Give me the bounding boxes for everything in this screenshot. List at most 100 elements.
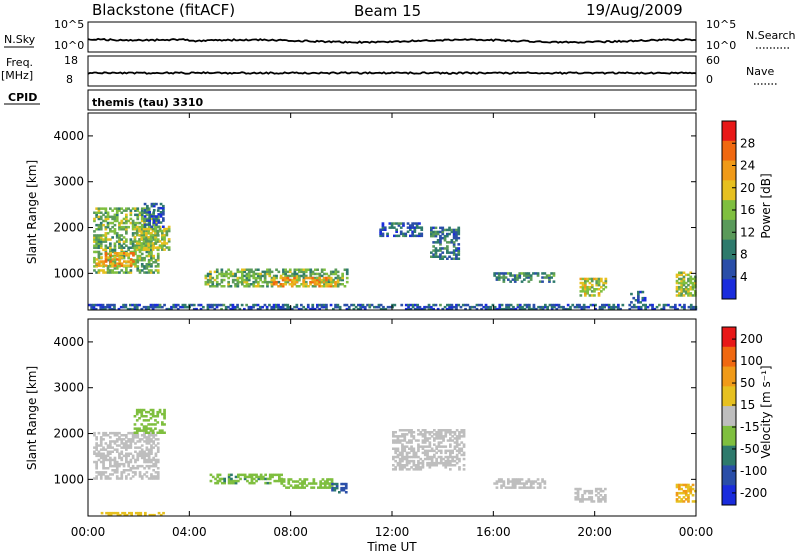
heatmap-cell	[145, 458, 149, 462]
heatmap-cell	[113, 471, 117, 474]
heatmap-cell	[682, 288, 686, 291]
heatmap-cell	[118, 454, 121, 458]
heatmap-cell	[612, 303, 616, 307]
heatmap-cell	[111, 473, 114, 476]
heatmap-cell	[97, 228, 101, 231]
heatmap-cell	[163, 242, 166, 245]
heatmap-cell	[390, 222, 394, 225]
heatmap-cell	[245, 303, 248, 307]
heatmap-cell	[148, 219, 151, 222]
heatmap-cell	[157, 219, 161, 222]
heatmap-cell	[511, 274, 515, 277]
heatmap-cell	[391, 305, 394, 309]
heatmap-cell	[101, 305, 105, 309]
heatmap-cell	[102, 260, 106, 263]
heatmap-cell	[241, 473, 245, 477]
heatmap-cell	[430, 228, 433, 232]
heatmap-cell	[252, 305, 255, 309]
heatmap-cell	[259, 278, 262, 282]
heatmap-cell	[632, 303, 636, 307]
heatmap-cell	[311, 285, 315, 288]
beam-title: Beam 15	[354, 2, 421, 20]
heatmap-cell	[115, 217, 119, 221]
heatmap-cell	[140, 448, 144, 451]
heatmap-cell	[302, 274, 306, 278]
heatmap-cell	[674, 303, 677, 307]
heatmap-cell	[352, 303, 356, 307]
nsearch-label: N.Search	[746, 29, 796, 42]
heatmap-cell	[155, 202, 158, 206]
heatmap-cell	[142, 419, 146, 422]
heatmap-cell	[115, 267, 119, 270]
power-heatmap	[88, 202, 698, 311]
colorbar-segment	[722, 406, 736, 427]
heatmap-cell	[252, 272, 256, 276]
heatmap-cell	[297, 285, 301, 288]
heatmap-cell	[99, 225, 103, 229]
heatmap-cell	[154, 261, 158, 264]
heatmap-cell	[513, 278, 517, 281]
heatmap-cell	[102, 262, 106, 265]
heatmap-cell	[111, 230, 114, 233]
heatmap-cell	[684, 292, 688, 295]
heatmap-cell	[518, 276, 522, 279]
heatmap-cell	[437, 433, 441, 436]
heatmap-cell	[131, 456, 135, 460]
heatmap-cell	[450, 251, 454, 254]
heatmap-cell	[423, 441, 427, 444]
heatmap-cell	[131, 440, 135, 443]
heatmap-cell	[156, 473, 160, 476]
heatmap-cell	[523, 307, 527, 311]
heatmap-cell	[436, 230, 440, 234]
heatmap-cell	[528, 307, 531, 311]
heatmap-cell	[594, 494, 598, 497]
heatmap-cell	[167, 225, 171, 229]
heatmap-cell	[151, 305, 155, 309]
heatmap-cell	[149, 303, 153, 307]
heatmap-cell	[323, 268, 326, 271]
heatmap-cell	[523, 486, 526, 489]
heatmap-cell	[151, 410, 155, 414]
heatmap-cell	[495, 480, 499, 483]
heatmap-cell	[301, 486, 304, 489]
heatmap-cell	[680, 271, 683, 274]
heatmap-cell	[323, 486, 327, 489]
heatmap-cell	[120, 246, 124, 249]
heatmap-cell	[126, 307, 130, 311]
heatmap-cell	[129, 252, 133, 255]
heatmap-cell	[136, 452, 140, 455]
heatmap-cell	[135, 429, 139, 432]
heatmap-cell	[403, 445, 407, 448]
heatmap-cell	[457, 232, 461, 236]
heatmap-cell	[451, 439, 454, 442]
heatmap-cell	[131, 436, 135, 439]
heatmap-cell	[138, 452, 142, 455]
heatmap-cell	[234, 283, 237, 286]
heatmap-cell	[607, 305, 611, 309]
heatmap-cell	[94, 303, 98, 307]
colorbar-segment	[722, 425, 736, 447]
heatmap-cell	[152, 202, 156, 206]
heatmap-cell	[412, 447, 416, 450]
heatmap-cell	[156, 271, 160, 274]
heatmap-cell	[270, 283, 274, 286]
heatmap-cell	[410, 459, 413, 463]
heatmap-cell	[97, 471, 101, 474]
heatmap-cell	[538, 486, 542, 489]
heatmap-cell	[682, 500, 686, 503]
heatmap-cell	[216, 479, 220, 483]
heatmap-cell	[381, 226, 385, 229]
heatmap-cell	[441, 226, 445, 230]
heatmap-cell	[601, 305, 604, 309]
heatmap-cell	[135, 427, 139, 430]
heatmap-cell	[111, 464, 114, 468]
heatmap-cell	[428, 449, 432, 453]
heatmap-cell	[97, 225, 101, 229]
heatmap-cell	[538, 482, 542, 485]
heatmap-cell	[500, 478, 503, 481]
heatmap-cell	[397, 234, 401, 238]
heatmap-cell	[328, 478, 332, 481]
heatmap-cell	[115, 450, 119, 453]
heatmap-cell	[159, 221, 163, 224]
heatmap-cell	[95, 207, 98, 210]
